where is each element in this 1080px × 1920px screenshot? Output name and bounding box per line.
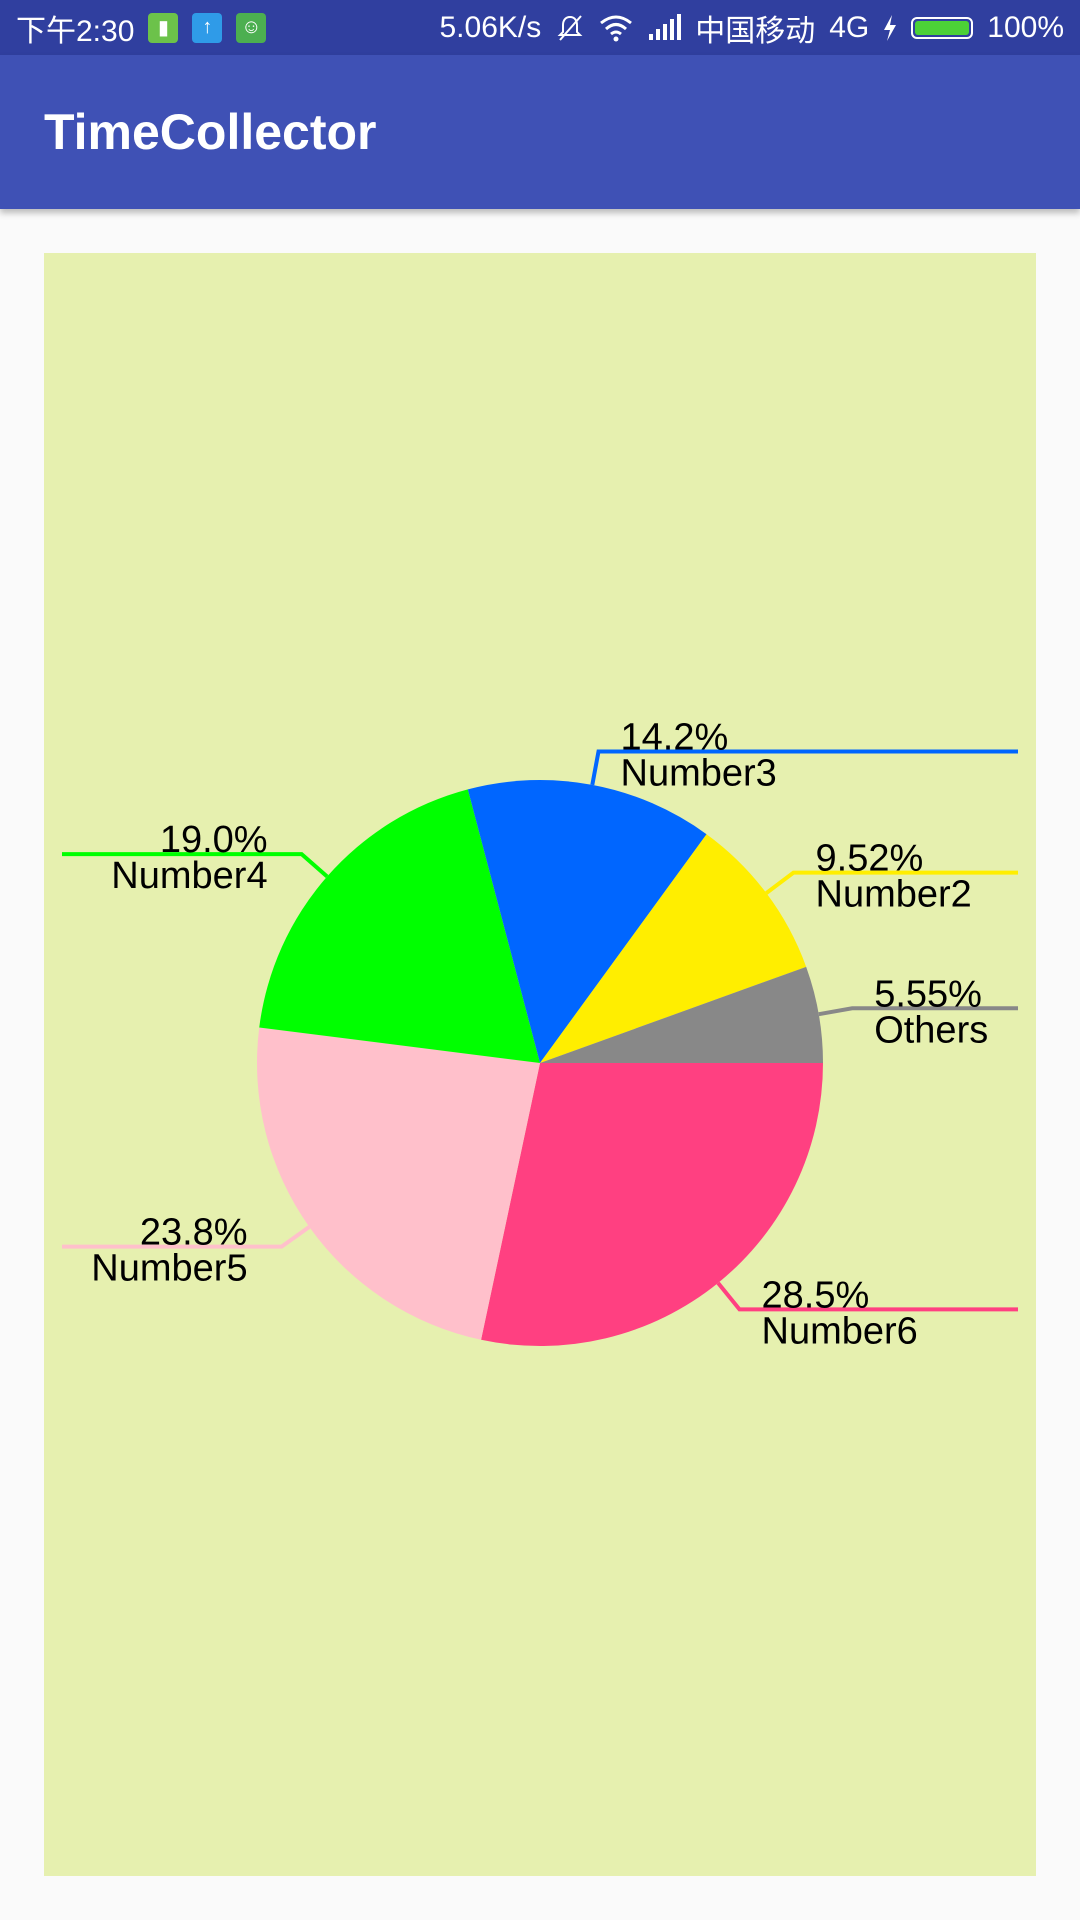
clock: 下午2:30 (16, 14, 135, 48)
leader-line-others (818, 1006, 1018, 1017)
wifi-icon (599, 13, 633, 43)
charging-bolt-icon (883, 14, 897, 41)
network-speed: 5.06K/s (439, 10, 542, 44)
slice-percent-number2: 9.52% (816, 838, 924, 880)
slice-label-number6: Number6 (762, 1310, 918, 1352)
signal-icon (647, 13, 682, 42)
slice-percent-number3: 14.2% (621, 717, 729, 759)
leader-line-number2 (765, 870, 1018, 895)
slice-label-number2: Number2 (816, 874, 972, 916)
status-bar-left: 下午2:30 ▮ ↑ ☺ (16, 0, 267, 55)
slice-percent-number6: 28.5% (762, 1274, 870, 1316)
leader-line-number4 (62, 852, 329, 879)
mute-bell-icon (555, 13, 585, 43)
upload-notification-icon: ↑ (192, 12, 223, 43)
leader-line-number3 (590, 749, 1018, 786)
leader-line-number5 (62, 1225, 311, 1249)
pie-slice-others[interactable] (540, 966, 823, 1063)
app-title: TimeCollector (44, 104, 377, 160)
status-bar: 下午2:30 ▮ ↑ ☺ 5.06K/s 中国移动 4G 100% (0, 0, 1080, 55)
battery-app-notification-icon: ▮ (148, 12, 179, 43)
carrier-name: 中国移动 (695, 14, 816, 48)
pie-slice-number3[interactable] (467, 780, 707, 1063)
chart-panel: 28.5% Number6 23.8% Number5 19.0% Number4 14.2… (44, 253, 1036, 1876)
battery-icon (911, 16, 974, 39)
battery-percent: 100% (987, 10, 1064, 44)
slice-label-others: Others (874, 1009, 988, 1051)
slice-percent-number5: 23.8% (140, 1212, 248, 1254)
leader-line-number6 (716, 1281, 1018, 1312)
slice-percent-others: 5.55% (874, 973, 982, 1015)
slice-percent-number4: 19.0% (160, 819, 268, 861)
status-bar-right: 5.06K/s 中国移动 4G 100% (440, 0, 1065, 55)
pie-slice-number5[interactable] (257, 1027, 540, 1340)
android-notification-icon: ☺ (236, 12, 267, 43)
slice-label-number4: Number4 (111, 855, 267, 897)
slice-label-number5: Number5 (91, 1248, 247, 1290)
pie-chart[interactable]: 28.5%Number6 23.8%Number5 19.0%Number4 14.2… (44, 253, 1036, 1876)
slice-label-number3: Number3 (621, 753, 777, 795)
pie-slice-number6[interactable] (481, 1063, 823, 1347)
network-type: 4G (829, 10, 870, 44)
battery-level (915, 20, 970, 35)
pie-slice-number2[interactable] (540, 834, 807, 1063)
app-bar: TimeCollector (0, 55, 1080, 209)
pie-slice-number4[interactable] (259, 789, 540, 1063)
